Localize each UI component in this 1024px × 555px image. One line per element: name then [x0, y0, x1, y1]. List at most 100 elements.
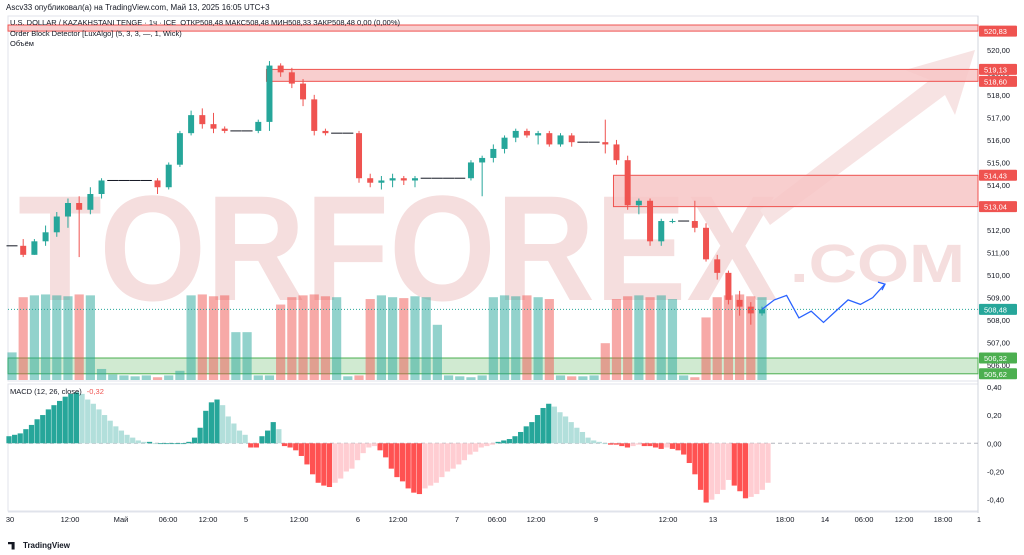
macd-histogram-bar	[175, 443, 181, 445]
volume-bar	[152, 377, 163, 380]
volume-bar	[354, 375, 364, 380]
candle-body	[647, 200, 654, 242]
macd-histogram-bar	[96, 409, 102, 444]
candle-body	[188, 115, 195, 134]
macd-histogram-bar	[208, 402, 214, 444]
macd-histogram-bar	[231, 423, 237, 444]
macd-histogram-bar	[304, 443, 310, 465]
candle-body	[277, 65, 284, 73]
macd-histogram-bar	[534, 415, 541, 444]
volume-bar	[332, 297, 342, 380]
macd-histogram-bar	[45, 409, 51, 444]
price-tick-label: 509,00	[987, 294, 1010, 303]
volume-bar	[656, 295, 666, 380]
candle-body	[311, 99, 318, 131]
price-label-text: 519,13	[984, 65, 1007, 74]
tradingview-logo[interactable]: TradingView	[8, 541, 70, 550]
macd-histogram-bar	[737, 443, 743, 492]
macd-histogram-bar	[163, 443, 170, 445]
volume-bar	[432, 324, 442, 380]
candle-body	[288, 72, 295, 84]
candle-body	[736, 299, 743, 307]
symbol-legend[interactable]: U.S. DOLLAR / KAZAKHSTANI TENGE · 1ч · I…	[10, 18, 400, 27]
macd-histogram-bar	[383, 443, 389, 458]
volume-bar	[96, 368, 107, 380]
time-tick-label: 06:00	[159, 515, 178, 524]
macd-histogram-bar	[624, 443, 631, 448]
bearish-order-block	[612, 174, 979, 208]
macd-histogram-bar	[281, 443, 288, 447]
macd-histogram-bar	[518, 431, 524, 444]
macd-histogram-bar	[276, 429, 282, 444]
macd-legend[interactable]: MACD (12, 26, close) -0,32	[10, 387, 104, 396]
volume-bar	[735, 294, 745, 380]
candle-body	[479, 157, 486, 163]
volume-bar	[63, 296, 73, 380]
candle-body	[613, 144, 620, 161]
volume-bar	[376, 295, 387, 380]
time-tick-label: 14	[821, 515, 829, 524]
macd-histogram-bar	[371, 443, 378, 447]
price-label-tag	[979, 303, 1017, 315]
candle-body	[546, 133, 553, 145]
bearish-order-block	[7, 24, 979, 32]
time-tick-label: Май	[114, 515, 129, 524]
volume-bar	[567, 376, 577, 380]
macd-histogram-bar	[152, 443, 158, 445]
time-tick-label: 06:00	[855, 515, 874, 524]
volume-bar	[555, 375, 566, 380]
macd-histogram-bar	[79, 393, 85, 444]
time-tick-label: 1	[977, 515, 981, 524]
candle-body	[400, 178, 407, 181]
volume-bar	[29, 295, 39, 380]
candle-body	[490, 148, 497, 158]
volume-bar	[667, 299, 678, 380]
macd-histogram-bar	[450, 443, 456, 469]
price-label-text: 520,83	[984, 27, 1007, 36]
candle-body	[747, 306, 754, 314]
price-tick-label: 515,00	[987, 158, 1010, 167]
macd-histogram-bar	[17, 433, 23, 444]
macd-histogram-bar	[23, 429, 29, 444]
candle-body	[378, 180, 385, 183]
macd-histogram-bar	[214, 399, 220, 444]
footer-bar: TradingView	[0, 536, 1024, 555]
candle-body	[602, 142, 609, 145]
indicator-legend[interactable]: Order Block Detector [LuxAlgo] (5, 3, 3,…	[10, 29, 182, 38]
macd-histogram-bar	[720, 443, 726, 490]
macd-histogram-bar	[574, 427, 580, 444]
candle-body	[42, 232, 49, 242]
candle-body	[389, 178, 396, 181]
volume-bar	[443, 375, 454, 380]
candle-body	[76, 203, 83, 210]
macd-histogram-bar	[287, 443, 293, 448]
macd-histogram-bar	[135, 440, 141, 444]
volume-bar	[701, 317, 711, 380]
macd-histogram-bar	[298, 443, 304, 456]
volume-bar	[757, 297, 767, 380]
volume-bar	[690, 377, 700, 380]
volume-bar	[208, 296, 219, 380]
macd-histogram-bar	[602, 443, 608, 445]
macd-histogram-bar	[489, 443, 496, 445]
candle-body	[154, 180, 161, 188]
volume-bar	[108, 374, 118, 380]
volume-bar	[197, 294, 207, 380]
volume-bar	[623, 296, 633, 380]
volume-legend[interactable]: Объём	[10, 39, 34, 48]
macd-tick-label: -0,20	[987, 467, 1004, 476]
candle-body	[512, 130, 519, 138]
candle-body	[31, 241, 38, 255]
time-tick-label: 13	[709, 515, 717, 524]
macd-histogram-bar	[473, 443, 479, 452]
macd-histogram-bar	[332, 443, 338, 483]
volume-bar	[85, 295, 95, 380]
macd-histogram-bar	[310, 443, 316, 475]
macd-histogram-bar	[118, 430, 125, 444]
macd-histogram-bar	[630, 443, 636, 447]
macd-histogram-bar	[203, 410, 209, 444]
price-tick-label: 510,00	[987, 271, 1010, 280]
macd-histogram-bar	[270, 422, 276, 444]
volume-bar	[511, 296, 521, 380]
